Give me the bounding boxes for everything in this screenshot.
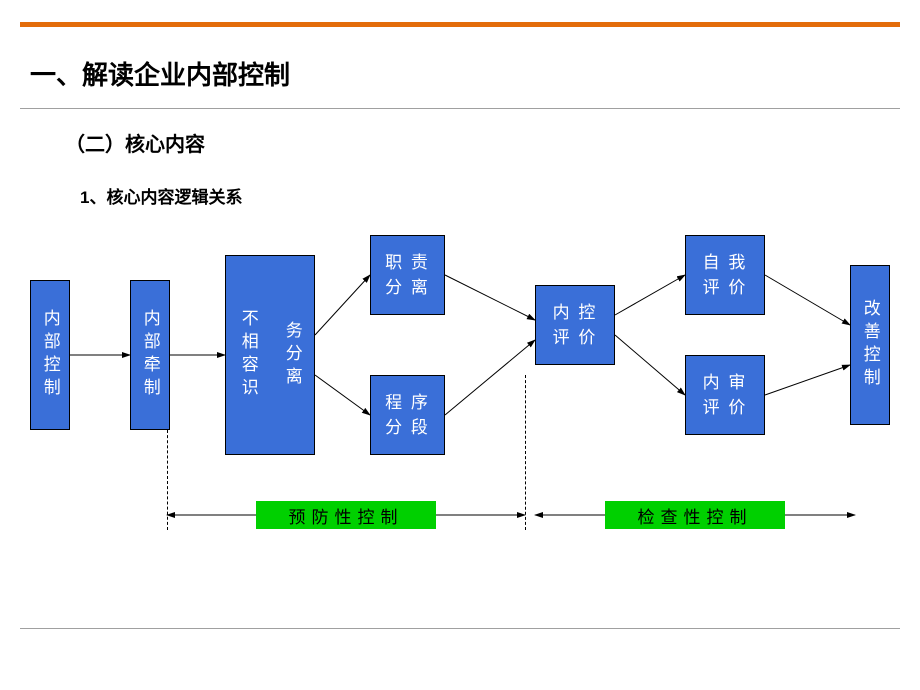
flow-node-n3: 不相容识务分离 xyxy=(225,255,315,455)
divider-top xyxy=(20,108,900,109)
flow-node-n1: 内部控制 xyxy=(30,280,70,430)
flow-node-n4: 职 责 分 离 xyxy=(370,235,445,315)
flowchart-diagram: 内部控制内部牵制不相容识务分离职 责 分 离程 序 分 段内 控 评 价自 我 … xyxy=(0,220,920,520)
flow-node-n8: 内 审 评 价 xyxy=(685,355,765,435)
flow-node-n6: 内 控 评 价 xyxy=(535,285,615,365)
edge-n6-n8 xyxy=(615,335,685,395)
flow-node-n5: 程 序 分 段 xyxy=(370,375,445,455)
flow-node-n3-left: 不相容识 xyxy=(235,309,261,401)
edge-n3-n4 xyxy=(315,275,370,335)
edge-n7-n9 xyxy=(765,275,850,325)
dashed-guide-0 xyxy=(167,430,168,530)
edge-n3-n5 xyxy=(315,375,370,415)
flow-node-n9: 改善控制 xyxy=(850,265,890,425)
edge-n4-n6 xyxy=(445,275,535,320)
dashed-guide-1 xyxy=(525,375,526,530)
flow-node-n2: 内部牵制 xyxy=(130,280,170,430)
edge-n8-n9 xyxy=(765,365,850,395)
flow-node-n7: 自 我 评 价 xyxy=(685,235,765,315)
edge-n5-n6 xyxy=(445,340,535,415)
divider-bottom xyxy=(20,628,900,629)
flow-node-n3-right: 务分离 xyxy=(279,321,305,390)
section-subsubtitle: 1、核心内容逻辑关系 xyxy=(80,183,242,208)
edge-n6-n7 xyxy=(615,275,685,315)
section-subtitle: （二）核心内容 xyxy=(65,128,205,157)
range-label-1: 检查性控制 xyxy=(605,501,785,529)
page-title: 一、解读企业内部控制 xyxy=(30,55,290,92)
range-label-0: 预防性控制 xyxy=(256,501,436,529)
top-accent-bar xyxy=(20,22,900,27)
